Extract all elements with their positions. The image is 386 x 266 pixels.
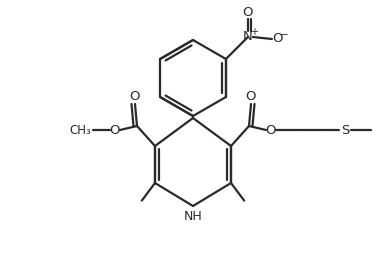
Text: O: O <box>246 90 256 103</box>
Text: +: + <box>250 27 258 37</box>
Text: N: N <box>243 31 253 44</box>
Text: O: O <box>130 90 140 103</box>
Text: O: O <box>266 123 276 136</box>
Text: −: − <box>279 30 288 40</box>
Text: CH₃: CH₃ <box>69 123 91 136</box>
Text: NH: NH <box>184 210 202 223</box>
Text: O: O <box>243 6 253 19</box>
Text: S: S <box>341 123 349 136</box>
Text: O: O <box>110 123 120 136</box>
Text: O: O <box>273 32 283 45</box>
